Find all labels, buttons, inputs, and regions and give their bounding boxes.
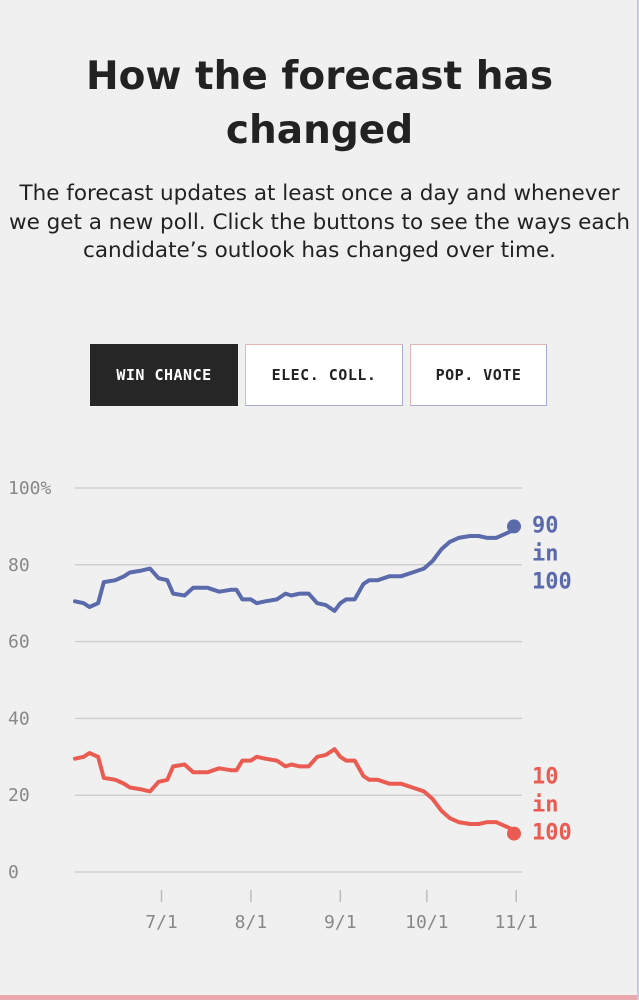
x-tick-label: 10/1 bbox=[405, 912, 448, 933]
series-end-dot-1 bbox=[507, 826, 521, 841]
y-tick-label: 100% bbox=[8, 478, 52, 499]
y-tick-label: 40 bbox=[8, 708, 30, 729]
forecast-chart: 0 20 40 60 80 100% 7/1 8/1 9/1 10/1 11/1 90 in 100 1… bbox=[8, 478, 572, 933]
series-line-0 bbox=[73, 528, 516, 613]
x-tick-label: 9/1 bbox=[324, 912, 357, 933]
series-end-label-1: in bbox=[532, 793, 559, 818]
series-end-label-1: 100 bbox=[532, 821, 572, 846]
series-line-1 bbox=[73, 747, 516, 832]
series-end-label-0: 100 bbox=[532, 569, 572, 594]
series-end-label-0: in bbox=[532, 541, 559, 566]
x-axis: 7/1 8/1 9/1 10/1 11/1 bbox=[145, 890, 538, 933]
win-chance-button[interactable]: WIN CHANCE bbox=[90, 344, 238, 406]
y-axis: 0 20 40 60 80 100% bbox=[8, 478, 52, 883]
series-end-label-0: 90 bbox=[532, 513, 559, 538]
series-end-label-1: 10 bbox=[532, 765, 559, 790]
metric-toggle-group: WIN CHANCE ELEC. COLL. POP. VOTE bbox=[90, 344, 547, 406]
bottom-accent-bar bbox=[0, 995, 639, 1000]
page-title: How the forecast has changed bbox=[85, 54, 554, 153]
y-tick-label: 0 bbox=[8, 862, 19, 883]
right-edge-accent bbox=[637, 0, 639, 1000]
series bbox=[73, 519, 521, 841]
x-tick-label: 8/1 bbox=[235, 912, 268, 933]
y-tick-label: 20 bbox=[8, 785, 30, 806]
gridlines bbox=[75, 487, 522, 873]
pop-vote-button[interactable]: POP. VOTE bbox=[410, 344, 547, 406]
y-tick-label: 60 bbox=[8, 632, 30, 653]
series-end-dot-0 bbox=[507, 519, 521, 534]
x-tick-label: 7/1 bbox=[145, 912, 178, 933]
x-tick-label: 11/1 bbox=[495, 912, 538, 933]
y-tick-label: 80 bbox=[8, 555, 30, 576]
end-labels: 90 in 100 10 in 100 bbox=[532, 513, 572, 845]
page-intro: The forecast updates at least once a day… bbox=[8, 181, 630, 263]
elec-coll-button[interactable]: ELEC. COLL. bbox=[245, 344, 403, 406]
